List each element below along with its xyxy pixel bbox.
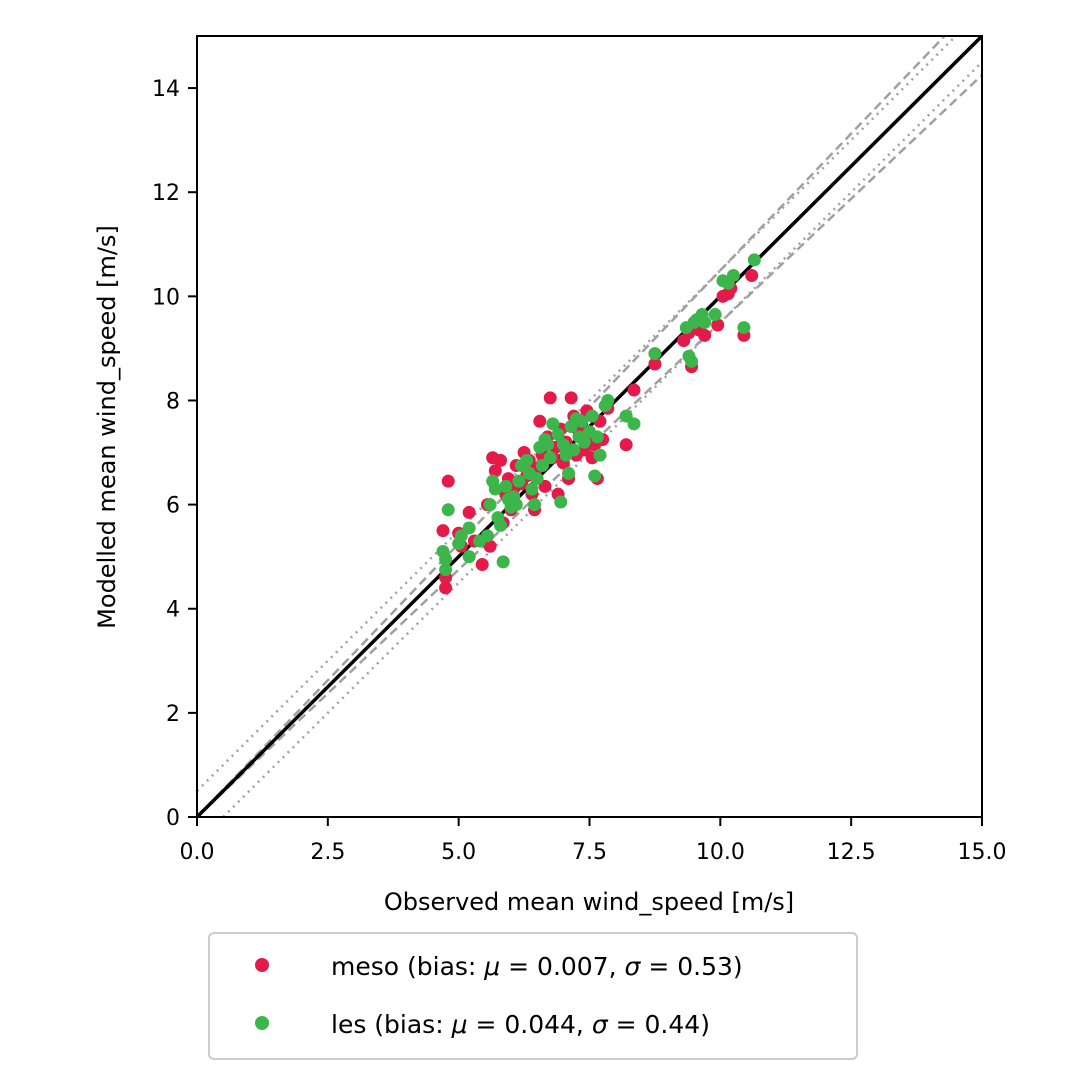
x-axis-label: Observed mean wind_speed [m/s]	[384, 888, 794, 916]
x-tick-label: 2.5	[310, 840, 345, 865]
data-point	[708, 308, 722, 322]
data-point	[567, 443, 581, 457]
legend-marker-meso	[255, 958, 269, 972]
data-point	[541, 438, 555, 452]
data-point	[439, 563, 453, 577]
data-point	[488, 482, 502, 496]
data-point	[585, 409, 599, 423]
data-point	[509, 498, 523, 512]
legend-entry-les: les (bias: μ = 0.044, σ = 0.44)	[331, 1010, 710, 1039]
x-tick-label: 10.0	[696, 840, 745, 865]
data-point	[496, 555, 510, 569]
data-point	[543, 451, 557, 465]
data-point	[441, 474, 455, 488]
data-point	[462, 505, 476, 519]
data-point	[543, 391, 557, 405]
y-axis-label: Modelled mean wind_speed [m/s]	[93, 225, 121, 629]
data-point	[530, 472, 544, 486]
y-axis-ticks: 0 2 4 6 8 10 12 14	[152, 77, 197, 831]
data-point	[593, 448, 607, 462]
legend-meso-mu: 0.007	[537, 952, 609, 981]
data-point	[520, 453, 534, 467]
y-tick-label: 12	[152, 181, 180, 206]
data-point	[747, 253, 761, 267]
data-point	[439, 581, 453, 595]
data-point	[546, 417, 560, 431]
data-point	[483, 498, 497, 512]
y-tick-label: 6	[166, 494, 180, 519]
y-tick-label: 10	[152, 285, 180, 310]
data-point	[483, 539, 497, 553]
data-point	[619, 438, 633, 452]
data-point	[577, 435, 591, 449]
x-tick-label: 15.0	[958, 840, 1007, 865]
data-point	[698, 328, 712, 342]
legend-les-sigma: 0.44	[645, 1010, 701, 1039]
data-point	[711, 318, 725, 332]
data-point	[627, 417, 641, 431]
y-tick-label: 4	[166, 598, 180, 623]
y-tick-label: 2	[166, 702, 180, 727]
legend-les-mu: 0.044	[504, 1010, 576, 1039]
x-axis-ticks: 0.0 2.5 5.0 7.5 10.0 12.5 15.0	[180, 817, 1007, 865]
data-point	[525, 482, 539, 496]
data-point	[462, 521, 476, 535]
legend: meso (bias: μ = 0.007, σ = 0.53) les (bi…	[208, 932, 858, 1060]
data-point	[528, 498, 542, 512]
upper-offset-line	[197, 36, 958, 792]
legend-marker-les	[255, 1016, 269, 1030]
legend-meso-label: meso (bias:	[331, 952, 484, 981]
data-point	[588, 469, 602, 483]
y-tick-label: 8	[166, 389, 180, 414]
x-tick-label: 12.5	[827, 840, 876, 865]
x-tick-label: 5.0	[441, 840, 476, 865]
data-point	[575, 414, 589, 428]
data-point	[564, 391, 578, 405]
data-point	[439, 552, 453, 566]
legend-box	[208, 932, 858, 1060]
data-point	[648, 357, 662, 371]
data-point	[698, 315, 712, 329]
legend-les-label: les (bias:	[331, 1010, 452, 1039]
data-point	[601, 393, 615, 407]
legend-entry-meso: meso (bias: μ = 0.007, σ = 0.53)	[331, 952, 743, 981]
series-les	[436, 253, 761, 577]
data-point	[737, 321, 751, 335]
data-point	[627, 383, 641, 397]
data-point	[494, 518, 508, 532]
data-point	[480, 529, 494, 543]
x-tick-label: 0.0	[180, 840, 215, 865]
data-point	[441, 503, 455, 517]
y-tick-label: 14	[152, 77, 180, 102]
legend-meso-sigma: 0.53	[677, 952, 733, 981]
data-point	[685, 354, 699, 368]
data-point	[556, 438, 570, 452]
data-point	[533, 414, 547, 428]
y-tick-label: 0	[166, 806, 180, 831]
data-point	[745, 269, 759, 283]
data-point	[475, 557, 489, 571]
data-point	[554, 495, 568, 509]
data-point	[590, 430, 604, 444]
data-point	[462, 550, 476, 564]
data-point	[499, 479, 513, 493]
data-point	[562, 466, 576, 480]
data-point	[648, 347, 662, 361]
x-tick-label: 7.5	[572, 840, 607, 865]
data-point	[488, 464, 502, 478]
data-point	[512, 474, 526, 488]
data-point	[726, 269, 740, 283]
data-point	[551, 427, 565, 441]
data-point	[494, 453, 508, 467]
data-point	[436, 524, 450, 538]
